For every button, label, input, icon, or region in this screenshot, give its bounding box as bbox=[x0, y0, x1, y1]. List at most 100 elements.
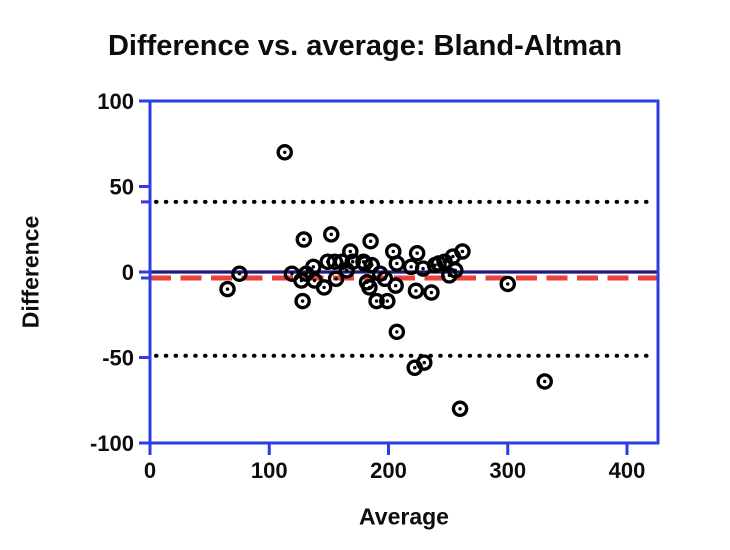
data-point bbox=[315, 279, 333, 296]
marker-ring bbox=[338, 262, 356, 279]
marker-dot bbox=[393, 283, 398, 288]
marker-dot bbox=[433, 263, 437, 267]
marker-ring bbox=[451, 400, 469, 418]
data-point bbox=[368, 292, 385, 310]
data-point bbox=[323, 226, 340, 243]
marker-dot bbox=[368, 239, 373, 243]
y-tick-label: -100 bbox=[90, 431, 134, 456]
marker-dot bbox=[302, 237, 306, 242]
data-point bbox=[451, 400, 469, 418]
x-tick-label: 400 bbox=[609, 458, 646, 483]
marker-dot bbox=[299, 278, 304, 283]
marker-dot bbox=[451, 254, 455, 259]
data-point bbox=[414, 260, 432, 277]
marker-ring bbox=[294, 292, 311, 310]
marker-dot bbox=[413, 366, 417, 370]
marker-dot bbox=[415, 251, 419, 255]
data-point bbox=[356, 255, 373, 272]
data-point bbox=[408, 244, 426, 262]
data-point bbox=[388, 255, 406, 272]
marker-ring bbox=[407, 282, 425, 300]
data-point bbox=[231, 265, 248, 282]
y-tick-label: 50 bbox=[110, 175, 134, 200]
marker-ring bbox=[414, 260, 432, 277]
marker-dot bbox=[322, 285, 326, 290]
x-axis-label: Average bbox=[359, 503, 449, 530]
y-tick-label: 0 bbox=[122, 260, 134, 285]
marker-ring bbox=[387, 277, 404, 294]
marker-ring bbox=[342, 243, 359, 260]
marker-ring bbox=[423, 284, 440, 301]
marker-dot bbox=[395, 330, 399, 334]
marker-dot bbox=[340, 260, 344, 264]
marker-dot bbox=[311, 265, 316, 269]
marker-ring bbox=[379, 292, 396, 310]
marker-dot bbox=[312, 278, 317, 283]
marker-ring bbox=[315, 279, 333, 296]
marker-dot bbox=[237, 272, 242, 276]
marker-ring bbox=[361, 279, 378, 296]
marker-dot bbox=[543, 379, 547, 384]
marker-ring bbox=[499, 275, 516, 293]
chart-title: Difference vs. average: Bland-Altman bbox=[107, 30, 623, 62]
x-tick-label: 100 bbox=[251, 458, 288, 483]
marker-ring bbox=[408, 244, 426, 262]
marker-dot bbox=[409, 265, 413, 269]
marker-dot bbox=[283, 150, 287, 154]
marker-dot bbox=[290, 272, 294, 276]
marker-dot bbox=[367, 285, 372, 290]
data-point bbox=[388, 323, 406, 341]
marker-ring bbox=[363, 256, 381, 274]
marker-dot bbox=[345, 268, 349, 272]
marker-ring bbox=[388, 255, 406, 272]
marker-dot bbox=[453, 268, 457, 272]
data-point bbox=[416, 354, 433, 371]
marker-dot bbox=[429, 290, 434, 295]
marker-dot bbox=[414, 289, 418, 293]
marker-ring bbox=[368, 292, 385, 310]
marker-dot bbox=[329, 232, 333, 237]
marker-dot bbox=[225, 287, 230, 291]
marker-dot bbox=[362, 261, 367, 266]
marker-dot bbox=[348, 249, 353, 254]
data-point bbox=[361, 279, 378, 296]
data-point bbox=[219, 280, 236, 298]
data-point bbox=[327, 270, 345, 288]
marker-dot bbox=[458, 407, 462, 411]
marker-dot bbox=[385, 299, 390, 303]
data-point bbox=[499, 275, 516, 293]
marker-ring bbox=[416, 354, 433, 371]
marker-dot bbox=[395, 261, 399, 266]
marker-ring bbox=[231, 265, 248, 282]
marker-dot bbox=[421, 266, 425, 271]
marker-ring bbox=[295, 231, 313, 248]
data-point bbox=[342, 243, 359, 260]
x-tick-label: 200 bbox=[370, 458, 407, 483]
data-point bbox=[447, 262, 464, 279]
y-tick-label: 100 bbox=[97, 89, 134, 114]
marker-dot bbox=[351, 260, 355, 264]
marker-dot bbox=[334, 277, 338, 281]
marker-ring bbox=[219, 280, 236, 298]
marker-ring bbox=[323, 226, 340, 243]
data-point bbox=[536, 373, 553, 390]
x-tick-label: 300 bbox=[489, 458, 526, 483]
data-point bbox=[379, 292, 396, 310]
marker-ring bbox=[447, 262, 464, 279]
marker-dot bbox=[374, 299, 379, 303]
data-point bbox=[276, 144, 294, 161]
data-point bbox=[423, 284, 440, 301]
data-point bbox=[362, 232, 379, 250]
data-point bbox=[338, 262, 356, 279]
data-point bbox=[295, 231, 313, 248]
marker-dot bbox=[422, 360, 426, 365]
marker-ring bbox=[388, 323, 406, 341]
marker-dot bbox=[460, 249, 465, 254]
marker-dot bbox=[300, 299, 305, 303]
marker-ring bbox=[327, 270, 345, 288]
marker-dot bbox=[506, 282, 510, 286]
marker-ring bbox=[362, 232, 379, 250]
marker-ring bbox=[276, 144, 294, 161]
